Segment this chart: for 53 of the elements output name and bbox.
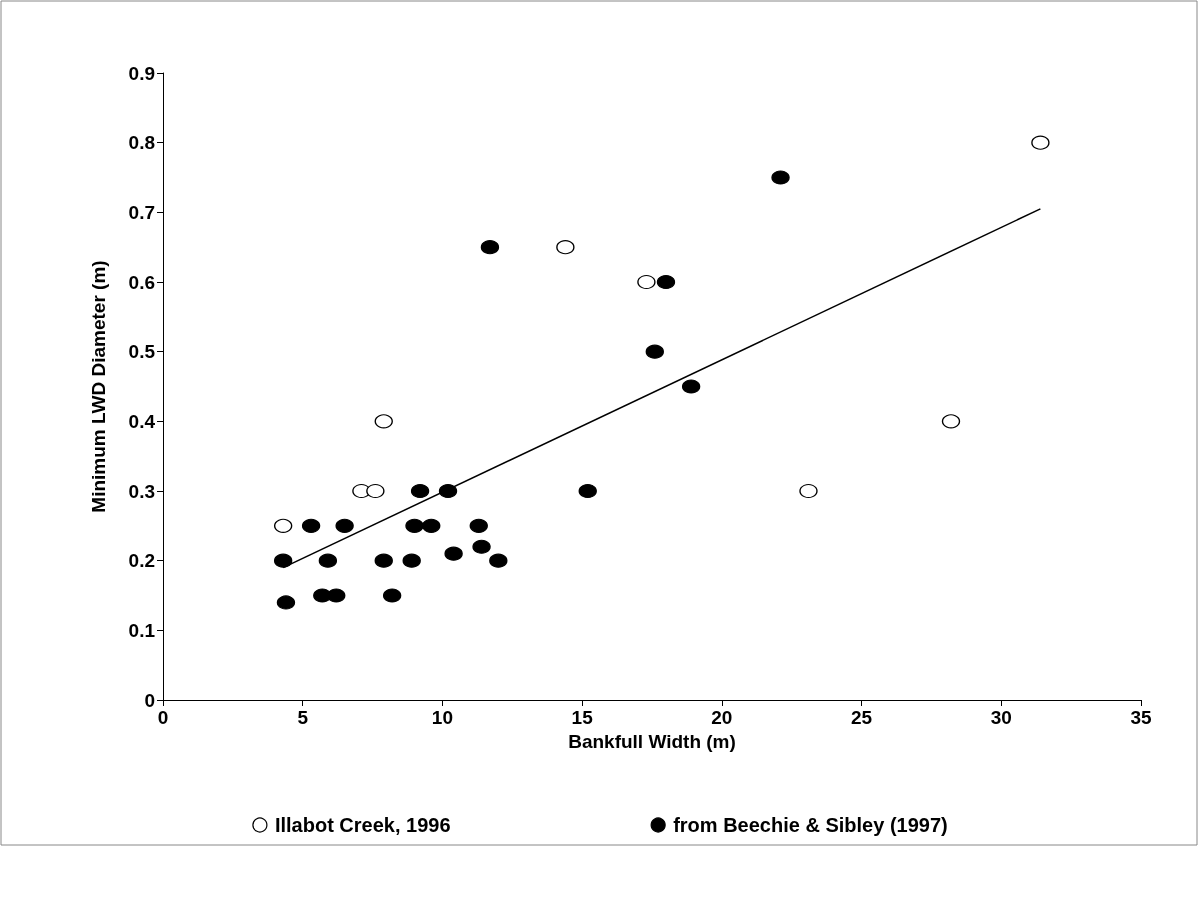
point [374, 553, 393, 568]
point [274, 518, 293, 533]
y-tick-label: 0.4 [128, 410, 156, 432]
x-tick-label: 20 [711, 707, 733, 728]
y-tick-label: 0.1 [128, 619, 156, 641]
point [366, 483, 385, 499]
point [656, 274, 676, 290]
y-tick-label: 0.6 [128, 271, 155, 293]
point [410, 483, 430, 499]
point [637, 274, 656, 290]
x-axis-title: Bankfull Width (m) [568, 730, 736, 752]
point [402, 553, 421, 568]
point [1031, 135, 1050, 150]
point [489, 553, 508, 568]
legend-label: Illabot Creek, 1996 [274, 814, 451, 836]
x-tick-label: 0 [157, 707, 169, 728]
y-tick-label: 0.2 [128, 550, 155, 572]
x-tick-label: 35 [1130, 707, 1152, 728]
point [374, 414, 393, 429]
point [438, 483, 458, 499]
point [274, 553, 293, 568]
y-tick-label: 0.5 [128, 341, 156, 363]
x-tick-label: 10 [431, 707, 453, 728]
y-tick-label: 0.8 [128, 132, 155, 154]
y-tick-label: 0.3 [128, 480, 155, 502]
point [327, 588, 346, 603]
y-tick-label: 0.7 [128, 201, 155, 223]
point [799, 483, 818, 499]
legend-label: from Beechie & Sibley (1997) [673, 814, 948, 836]
point [302, 518, 321, 533]
x-tick-label: 25 [851, 707, 873, 728]
point [480, 240, 500, 255]
point [472, 539, 491, 554]
point [405, 518, 424, 533]
y-tick-label: 0 [144, 689, 155, 711]
point [383, 588, 402, 603]
point [276, 595, 296, 610]
point [318, 553, 337, 568]
point [556, 240, 575, 255]
point [941, 414, 961, 429]
x-tick-label: 15 [571, 707, 594, 728]
point [444, 546, 463, 561]
x-tick-label: 30 [990, 707, 1012, 728]
point [469, 518, 488, 533]
y-axis-title: Minimum LWD Diameter (m) [88, 260, 109, 513]
point [422, 518, 441, 533]
point [645, 344, 664, 359]
point [682, 379, 701, 394]
point [335, 518, 354, 533]
point [578, 483, 597, 499]
x-tick-label: 5 [297, 707, 309, 728]
y-tick-label: 0.9 [128, 62, 155, 84]
point [771, 170, 790, 185]
